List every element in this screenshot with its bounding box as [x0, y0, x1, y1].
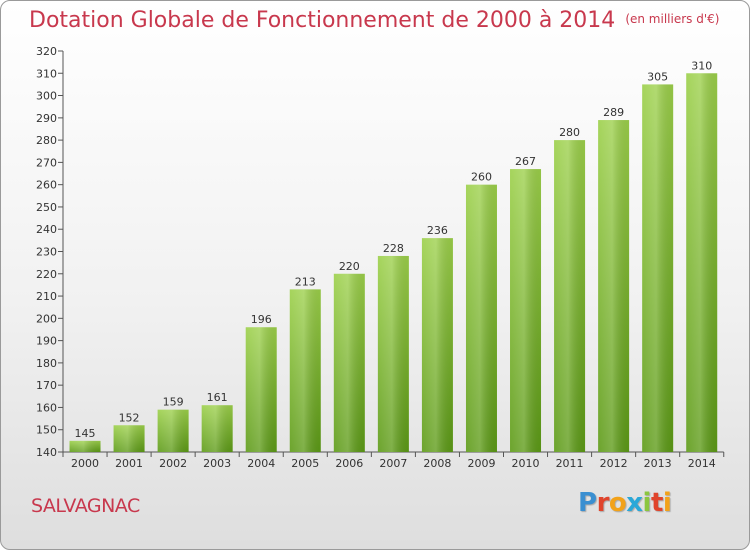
bar-shine	[245, 327, 277, 452]
x-tick-label: 2003	[203, 457, 231, 470]
y-tick-label: 270	[36, 156, 57, 169]
bar-shine	[642, 84, 674, 453]
data-label: 161	[207, 391, 228, 404]
logo-letter: i	[662, 488, 672, 518]
chart-title-text: Dotation Globale de Fonctionnement de 20…	[29, 8, 616, 33]
bar	[201, 405, 233, 452]
data-label: 267	[515, 155, 536, 168]
bar	[642, 84, 674, 453]
logo-letter: i	[642, 488, 652, 518]
bar	[69, 440, 101, 452]
data-label: 145	[75, 427, 96, 440]
x-tick-label: 2005	[291, 457, 319, 470]
data-label: 152	[119, 411, 140, 424]
chart-unit: (en milliers d'€)	[625, 12, 720, 26]
bar-shine	[510, 169, 542, 453]
y-tick-label: 230	[36, 246, 57, 259]
town-name: SALVAGNAC	[31, 495, 140, 517]
y-tick-label: 140	[36, 446, 57, 459]
y-tick-label: 240	[36, 223, 57, 236]
bar	[421, 238, 453, 452]
x-tick-label: 2014	[688, 457, 716, 470]
x-tick-label: 2009	[467, 457, 495, 470]
y-tick-label: 260	[36, 179, 57, 192]
y-tick-label: 210	[36, 290, 57, 303]
bar-shine	[686, 73, 718, 453]
bar	[333, 273, 365, 452]
y-tick-label: 320	[36, 45, 57, 58]
data-label: 280	[559, 126, 580, 139]
logo-letter: t	[650, 488, 663, 518]
bar	[598, 120, 630, 453]
bar	[554, 140, 586, 452]
x-tick-label: 2001	[115, 457, 143, 470]
y-tick-label: 290	[36, 112, 57, 125]
axes: 140 150 160 170 180 190 200 210 220 230 240 250 260 2…	[36, 45, 725, 470]
data-label: 236	[427, 224, 448, 237]
data-label: 305	[647, 70, 668, 83]
x-tick-label: 2012	[600, 457, 628, 470]
chart-title: Dotation Globale de Fonctionnement de 20…	[29, 8, 719, 33]
data-label: 159	[163, 396, 184, 409]
x-tick-label: 2010	[512, 457, 540, 470]
logo-letter: r	[596, 488, 610, 518]
y-tick-label: 180	[36, 357, 57, 370]
y-tick-label: 150	[36, 424, 57, 437]
bar-shine	[201, 405, 233, 452]
data-labels: 145 152 159 161 196 213 220 228 236 260 267 280 289 3…	[75, 59, 713, 440]
x-tick-label: 2008	[423, 457, 451, 470]
logo-letter: P	[578, 488, 597, 518]
logo-letter: o	[608, 488, 627, 518]
x-tick-label: 2006	[335, 457, 363, 470]
data-label: 228	[383, 242, 404, 255]
bar-shine	[113, 425, 145, 452]
y-tick-label: 190	[36, 335, 57, 348]
bar	[465, 184, 497, 452]
y-tick-label: 300	[36, 90, 57, 103]
x-tick-label: 2007	[379, 457, 407, 470]
bar	[686, 73, 718, 453]
bar-shine	[289, 289, 321, 452]
y-tick-label: 200	[36, 312, 57, 325]
bar	[157, 409, 189, 452]
bar-shine	[554, 140, 586, 452]
bar-shine	[598, 120, 630, 453]
bar	[113, 425, 145, 452]
data-label: 220	[339, 260, 360, 273]
y-tick-label: 160	[36, 401, 57, 414]
bar-shine	[157, 409, 189, 452]
bars	[69, 73, 718, 453]
data-label: 196	[251, 313, 272, 326]
bar	[289, 289, 321, 452]
bar	[510, 169, 542, 453]
logo-letter: x	[626, 488, 643, 518]
data-label: 213	[295, 275, 316, 288]
proxiti-logo[interactable]: Proxiti	[578, 488, 672, 518]
bar-shine	[421, 238, 453, 452]
y-tick-label: 170	[36, 379, 57, 392]
x-tick-label: 2004	[247, 457, 275, 470]
bar-shine	[333, 273, 365, 452]
y-tick-label: 220	[36, 268, 57, 281]
bar	[245, 327, 277, 452]
y-tick-label: 280	[36, 134, 57, 147]
x-tick-label: 2013	[644, 457, 672, 470]
bar-shine	[377, 255, 409, 452]
data-label: 289	[603, 106, 624, 119]
bar-shine	[465, 184, 497, 452]
y-tick-label: 310	[36, 67, 57, 80]
bar-shine	[69, 440, 101, 452]
x-tick-label: 2002	[159, 457, 187, 470]
x-tick-label: 2011	[556, 457, 584, 470]
data-label: 310	[691, 59, 712, 72]
y-tick-label: 250	[36, 201, 57, 214]
x-tick-label: 2000	[71, 457, 99, 470]
data-label: 260	[471, 171, 492, 184]
bar	[377, 255, 409, 452]
